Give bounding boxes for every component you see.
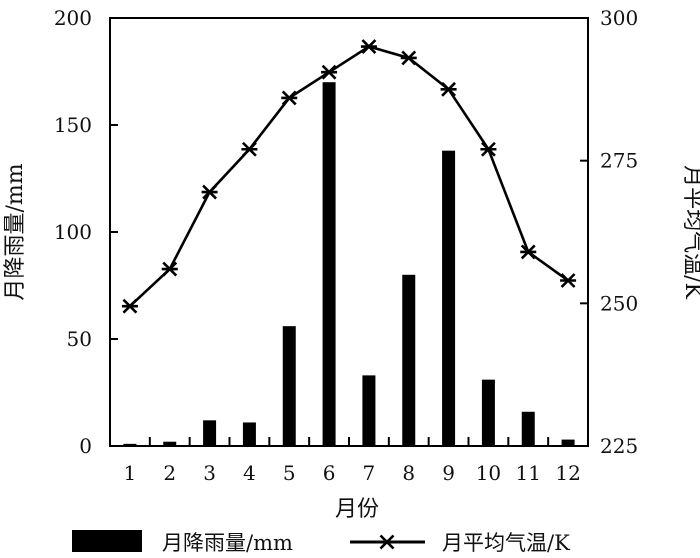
temperature-point [121, 298, 138, 314]
left-y-axis-title: 月降雨量/mm [3, 163, 28, 300]
left-y-tick-label: 50 [67, 327, 92, 351]
temperature-point [480, 141, 497, 157]
x-tick-label: 6 [323, 461, 336, 485]
precipitation-bar [521, 411, 535, 446]
right-y-tick-label: 300 [600, 6, 638, 30]
temperature-point [400, 50, 417, 66]
temperature-point [201, 184, 218, 200]
temperature-point [241, 141, 258, 157]
precipitation-bar [203, 420, 217, 446]
right-y-tick-label: 225 [600, 434, 638, 458]
precipitation-bar [123, 443, 137, 446]
left-y-tick-label: 200 [54, 6, 92, 30]
precipitation-bar [481, 379, 495, 446]
x-tick-label: 1 [124, 461, 137, 485]
legend-bar-swatch [72, 530, 142, 552]
left-y-tick-label: 0 [79, 434, 92, 458]
right-y-tick-label: 250 [600, 291, 638, 315]
x-tick-label: 11 [516, 461, 541, 485]
left-y-tick-label: 150 [54, 113, 92, 137]
temperature-point [281, 90, 298, 106]
legend-star-icon [379, 534, 395, 550]
precipitation-bar [402, 274, 416, 446]
precipitation-bar [442, 150, 456, 446]
right-y-tick-label: 275 [600, 149, 638, 173]
x-tick-label: 3 [203, 461, 216, 485]
precipitation-bar [163, 441, 177, 446]
legend-line-marker [379, 534, 395, 550]
temperature-polyline [129, 45, 569, 308]
right-y-axis-title: 月平均气温/K [680, 165, 700, 299]
precipitation-bars [123, 82, 575, 446]
x-tick-label: 8 [402, 461, 415, 485]
legend-bar-label: 月降雨量/mm [162, 531, 293, 555]
temperature-point [520, 244, 537, 260]
temperature-point [161, 261, 178, 277]
temperature-point [560, 273, 577, 288]
x-tick-label: 5 [283, 461, 296, 485]
precipitation-bar [322, 82, 336, 446]
x-tick-label: 12 [555, 461, 580, 485]
x-tick-label: 10 [476, 461, 501, 485]
x-tick-label: 7 [363, 461, 376, 485]
precipitation-bar [561, 439, 575, 446]
legend: 月降雨量/mm 月平均气温/K [72, 530, 570, 555]
temperature-line [121, 39, 577, 314]
legend-line-label: 月平均气温/K [442, 531, 570, 555]
x-axis-title: 月份 [335, 497, 379, 522]
precipitation-bar [282, 326, 296, 446]
precipitation-bar [242, 422, 256, 446]
temperature-point [321, 64, 338, 80]
precipitation-bar [362, 375, 376, 446]
x-tick-label: 2 [163, 461, 176, 485]
x-tick-label: 4 [243, 461, 256, 485]
left-y-tick-label: 100 [54, 220, 92, 244]
temperature-point [360, 39, 377, 54]
temperature-point [440, 81, 457, 97]
x-tick-label: 9 [442, 461, 455, 485]
